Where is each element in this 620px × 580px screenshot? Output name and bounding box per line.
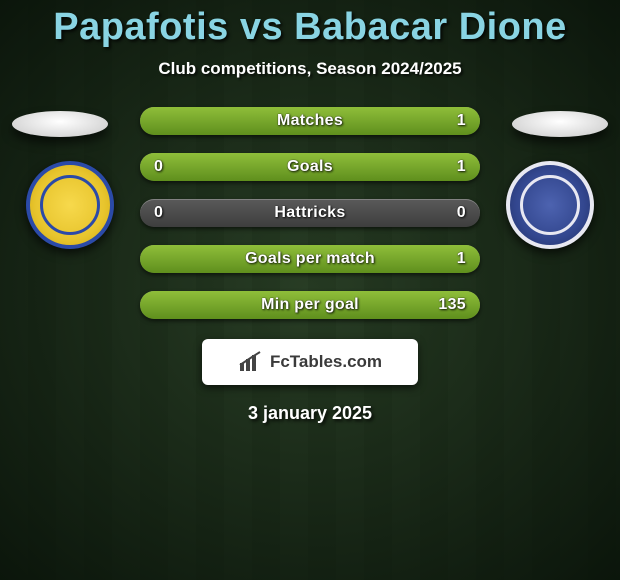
stat-label: Goals per match (140, 245, 480, 273)
stat-value-right: 1 (457, 153, 466, 181)
player-slot-left (12, 111, 108, 137)
club-crest-right (506, 161, 594, 249)
club-crest-left (26, 161, 114, 249)
stat-value-right: 1 (457, 107, 466, 135)
comparison-stage: Matches 1 0 Goals 1 0 Hattricks 0 Goals … (0, 91, 620, 531)
stat-row-goals-per-match: Goals per match 1 (140, 245, 480, 273)
stat-label: Goals (140, 153, 480, 181)
stat-value-right: 1 (457, 245, 466, 273)
stat-row-goals: 0 Goals 1 (140, 153, 480, 181)
player-slot-right (512, 111, 608, 137)
brand-box[interactable]: FcTables.com (202, 339, 418, 385)
stat-label: Hattricks (140, 199, 480, 227)
stat-value-right: 135 (438, 291, 466, 319)
stat-label: Min per goal (140, 291, 480, 319)
bar-chart-icon (238, 351, 264, 373)
stat-label: Matches (140, 107, 480, 135)
page-title: Papafotis vs Babacar Dione (0, 0, 620, 49)
brand-text: FcTables.com (270, 352, 382, 372)
stat-row-matches: Matches 1 (140, 107, 480, 135)
stat-bars: Matches 1 0 Goals 1 0 Hattricks 0 Goals … (140, 107, 480, 337)
stat-value-right: 0 (457, 199, 466, 227)
page-subtitle: Club competitions, Season 2024/2025 (0, 59, 620, 79)
stat-row-hattricks: 0 Hattricks 0 (140, 199, 480, 227)
date-label: 3 january 2025 (0, 403, 620, 424)
stat-row-min-per-goal: Min per goal 135 (140, 291, 480, 319)
